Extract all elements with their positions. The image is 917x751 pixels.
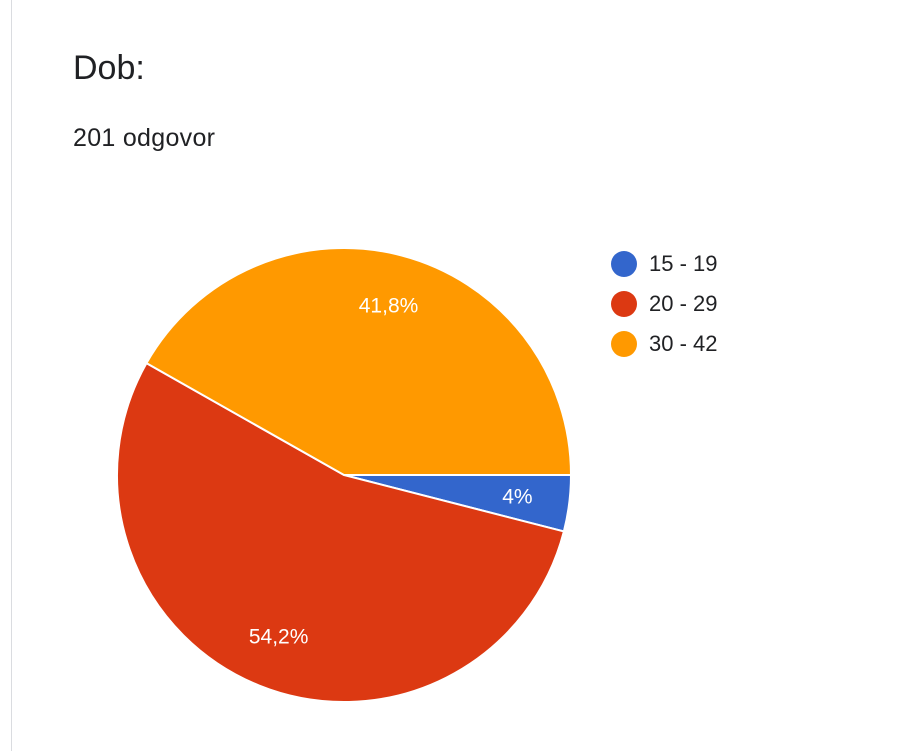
chart-legend: 15 - 19 20 - 29 30 - 42 — [611, 244, 718, 364]
card-left-border — [11, 0, 12, 751]
response-count: 201 odgovor — [73, 124, 216, 152]
legend-item-30-42[interactable]: 30 - 42 — [611, 324, 718, 364]
legend-swatch-icon — [611, 251, 637, 277]
question-title: Dob: — [73, 49, 145, 87]
pie-slice-20-29[interactable] — [116, 361, 566, 703]
pie-label-30-42: 41,8% — [359, 294, 419, 317]
legend-label: 30 - 42 — [649, 331, 718, 356]
pie-label-20-29: 54,2% — [249, 626, 309, 649]
pie-slice-30-42[interactable] — [145, 247, 573, 476]
legend-item-15-19[interactable]: 15 - 19 — [611, 244, 718, 284]
pie-data-labels: 4% 54,2% 41,8% — [249, 294, 533, 648]
legend-item-20-29[interactable]: 20 - 29 — [611, 284, 718, 324]
pie-slices — [116, 247, 573, 703]
legend-label: 20 - 29 — [649, 291, 718, 316]
pie-label-15-19: 4% — [502, 485, 532, 508]
legend-label: 15 - 19 — [649, 251, 718, 276]
legend-swatch-icon — [611, 291, 637, 317]
legend-swatch-icon — [611, 331, 637, 357]
